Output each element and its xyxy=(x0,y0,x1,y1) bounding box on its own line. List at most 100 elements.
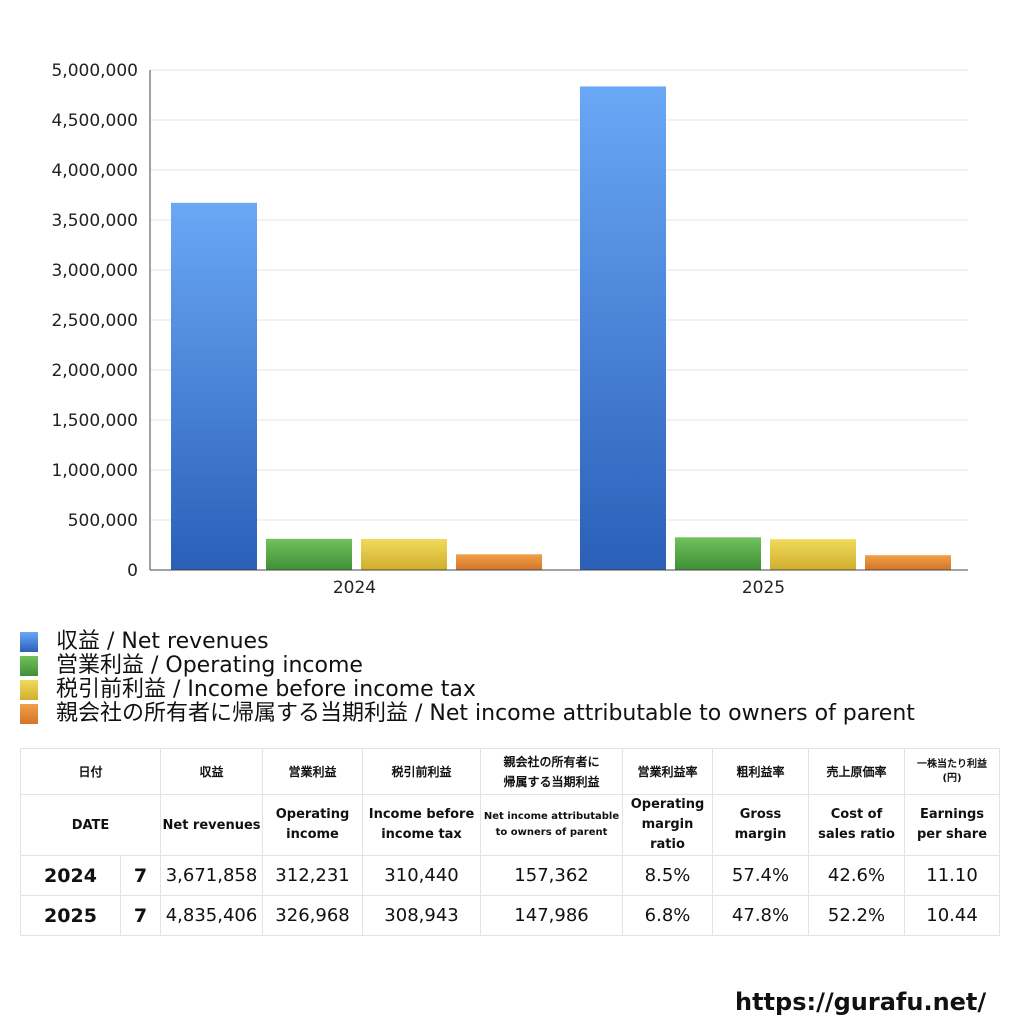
y-tick-label: 4,500,000 xyxy=(51,111,138,131)
header-net-en-line2: to owners of parent xyxy=(495,827,608,838)
header-net-en-line1: Net income attributable xyxy=(483,811,620,822)
header-net-jp-line2: 帰属する当期利益 xyxy=(503,774,600,789)
cell-month: 7 xyxy=(119,895,162,936)
header-date-en-text: DATE xyxy=(71,817,110,833)
header-operating-en: Operating income xyxy=(262,794,364,856)
bar-2025-series-0 xyxy=(580,86,666,570)
header-gross-margin-en: Gross margin xyxy=(712,794,810,856)
bar-2024-series-2 xyxy=(361,538,447,570)
x-tick-label: 2024 xyxy=(333,578,376,598)
y-tick-label: 2,500,000 xyxy=(51,311,138,331)
header-date-en: DATE xyxy=(19,794,162,856)
header-gross-en-line2: margin xyxy=(734,827,787,842)
cell-net: 157,362 xyxy=(480,855,624,896)
y-tick-label: 0 xyxy=(127,561,138,581)
cell-year: 2025 xyxy=(20,895,121,936)
legend-swatch-green xyxy=(20,656,38,676)
header-eps-en-line2: per share xyxy=(916,827,988,842)
table-row: 2024 7 3,671,858 312,231 310,440 157,362… xyxy=(20,855,1001,896)
bar-2025-series-2 xyxy=(770,539,856,570)
y-tick-label: 1,000,000 xyxy=(51,461,138,481)
bar-2024-series-1 xyxy=(266,538,352,570)
cell-gross-margin: 47.8% xyxy=(712,895,810,936)
cell-op-margin: 6.8% xyxy=(622,895,714,936)
header-operating-en-line2: income xyxy=(286,827,339,842)
header-pretax-en-line1: Income before xyxy=(368,807,475,822)
header-net-jp-line1: 親会社の所有者に xyxy=(503,754,600,769)
header-op-margin-en-line2: margin xyxy=(641,817,694,832)
cell-pretax: 310,440 xyxy=(362,855,482,896)
header-eps-jp-line2: (円) xyxy=(942,772,962,784)
cell-eps: 10.44 xyxy=(904,895,1001,936)
y-tick-label: 1,500,000 xyxy=(51,411,138,431)
legend-label: 税引前利益 / Income before income tax xyxy=(56,677,476,702)
legend-label: 親会社の所有者に帰属する当期利益 / Net income attributab… xyxy=(56,701,915,726)
cell-operating: 326,968 xyxy=(262,895,364,936)
header-gross-margin-jp: 粗利益率 xyxy=(712,748,810,795)
header-gross-en-line1: Gross xyxy=(739,807,782,822)
legend-item-net-revenues: 収益 / Net revenues xyxy=(20,630,915,654)
legend-item-income-before-tax: 税引前利益 / Income before income tax xyxy=(20,678,915,702)
header-eps-jp-line1: 一株当たり利益 xyxy=(917,758,988,770)
header-pretax-en-line2: income tax xyxy=(381,827,462,842)
y-tick-label: 3,000,000 xyxy=(51,261,138,281)
bar-2024-series-0 xyxy=(171,202,257,570)
cell-year: 2024 xyxy=(20,855,121,896)
header-op-margin-en-line1: Operating xyxy=(630,797,705,812)
header-eps-en-line1: Earnings xyxy=(919,807,985,822)
bar-2025-series-3 xyxy=(865,555,951,570)
y-tick-label: 2,000,000 xyxy=(51,361,138,381)
chart-legend: 収益 / Net revenues 営業利益 / Operating incom… xyxy=(20,630,915,726)
header-operating-en-line1: Operating xyxy=(275,807,350,822)
header-eps-jp: 一株当たり利益 (円) xyxy=(904,748,1001,795)
cell-revenue: 3,671,858 xyxy=(160,855,264,896)
header-revenue-en-text: Net revenues xyxy=(162,817,261,833)
cell-cost-ratio: 42.6% xyxy=(808,855,906,896)
cell-cost-ratio: 52.2% xyxy=(808,895,906,936)
header-cost-ratio-en: Cost of sales ratio xyxy=(808,794,906,856)
y-tick-label: 4,000,000 xyxy=(51,161,138,181)
header-net-en: Net income attributable to owners of par… xyxy=(480,794,624,856)
y-tick-label: 3,500,000 xyxy=(51,211,138,231)
header-net-jp: 親会社の所有者に 帰属する当期利益 xyxy=(480,748,624,795)
legend-item-net-income: 親会社の所有者に帰属する当期利益 / Net income attributab… xyxy=(20,702,915,726)
x-tick-label: 2025 xyxy=(742,578,785,598)
header-operating-jp: 営業利益 xyxy=(262,748,364,795)
header-op-margin-jp: 営業利益率 xyxy=(622,748,714,795)
header-date-jp: 日付 xyxy=(19,748,162,795)
header-op-margin-en: Operating margin ratio xyxy=(622,794,714,856)
cell-operating: 312,231 xyxy=(262,855,364,896)
cell-net: 147,986 xyxy=(480,895,624,936)
header-cost-en-line2: sales ratio xyxy=(818,827,895,842)
header-revenue-jp: 収益 xyxy=(160,748,264,795)
site-url-link[interactable]: https://gurafu.net/ xyxy=(735,988,987,1016)
header-eps-en: Earnings per share xyxy=(904,794,1001,856)
header-pretax-jp: 税引前利益 xyxy=(362,748,482,795)
header-cost-en-line1: Cost of xyxy=(830,807,883,822)
header-pretax-en: Income before income tax xyxy=(362,794,482,856)
header-op-margin-en-line3: ratio xyxy=(650,837,685,852)
cell-pretax: 308,943 xyxy=(362,895,482,936)
legend-swatch-orange xyxy=(20,704,38,724)
cell-month: 7 xyxy=(119,855,162,896)
table-header-en-row: DATE Net revenues Operating income Incom… xyxy=(19,794,1001,856)
cell-revenue: 4,835,406 xyxy=(160,895,264,936)
cell-gross-margin: 57.4% xyxy=(712,855,810,896)
financial-data-table: 日付 収益 営業利益 税引前利益 親会社の所有者に 帰属する当期利益 営業利益率… xyxy=(19,748,1001,936)
legend-swatch-blue xyxy=(20,632,38,652)
cell-op-margin: 8.5% xyxy=(622,855,714,896)
header-cost-ratio-jp: 売上原価率 xyxy=(808,748,906,795)
table-header-jp-row: 日付 収益 営業利益 税引前利益 親会社の所有者に 帰属する当期利益 営業利益率… xyxy=(19,748,1001,795)
legend-label: 収益 / Net revenues xyxy=(56,629,269,654)
y-tick-label: 500,000 xyxy=(68,511,138,531)
legend-item-operating-income: 営業利益 / Operating income xyxy=(20,654,915,678)
y-tick-label: 5,000,000 xyxy=(51,61,138,81)
legend-swatch-yellow xyxy=(20,680,38,700)
table-row: 2025 7 4,835,406 326,968 308,943 147,986… xyxy=(20,895,1001,936)
legend-label: 営業利益 / Operating income xyxy=(56,653,363,678)
bar-2024-series-3 xyxy=(456,554,542,570)
bar-chart: 0 500,000 1,000,000 1,500,000 2,000,000 2,500… xyxy=(51,61,968,598)
header-revenue-en: Net revenues xyxy=(160,794,264,856)
bar-2025-series-1 xyxy=(675,537,761,570)
cell-eps: 11.10 xyxy=(904,855,1001,896)
